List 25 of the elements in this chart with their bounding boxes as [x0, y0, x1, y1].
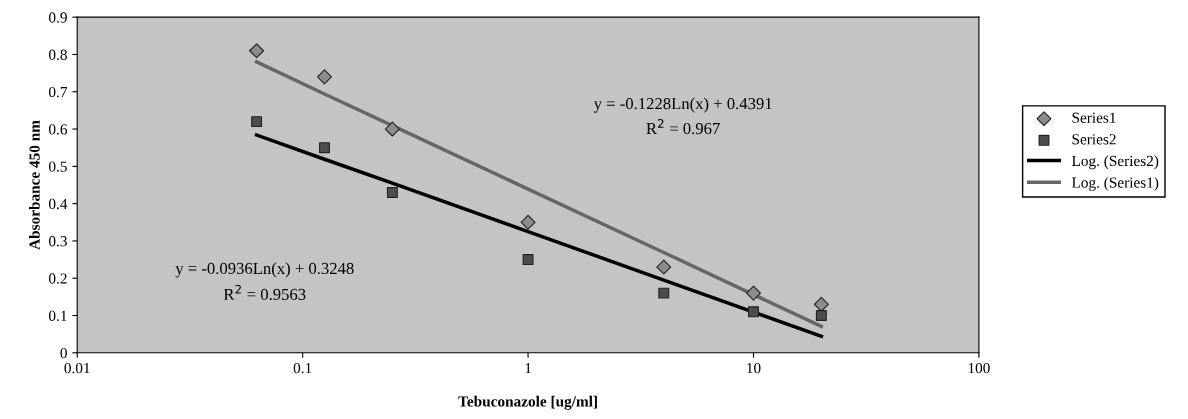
annotation: R$^{2}$ = 0.9563 [223, 284, 306, 301]
x-tick-label: 100 [968, 362, 990, 374]
y-tick-label: 0.7 [48, 86, 68, 98]
x-tick-label: 1 [525, 363, 531, 374]
y-tick-label: 0.3 [48, 236, 67, 247]
legend-label: Log. (Series2) [1071, 155, 1159, 170]
y-tick-label: 0.4 [48, 198, 68, 210]
x-axis-title: Tebuconazole [ug/ml] [458, 395, 597, 410]
y-tick-label: 0.2 [48, 273, 67, 284]
y-tick-label: 0.5 [48, 161, 67, 172]
annotation: R$^{2}$ = 0.967 [646, 118, 720, 135]
y-tick-label: 0.8 [48, 49, 67, 60]
y-tick-label: 0 [60, 347, 67, 359]
x-tick-label: 0.01 [64, 362, 90, 374]
y-axis-title: Absorbance 450 nm [28, 120, 40, 250]
legend-label: Log. (Series1) [1071, 176, 1159, 191]
legend-label: Series1 [1072, 112, 1116, 123]
y-tick-label: 0.6 [48, 124, 68, 135]
y-tick-label: 0.9 [48, 12, 67, 23]
y-tick-label: 0.1 [48, 310, 67, 322]
legend-label: Series2 [1072, 134, 1116, 145]
x-tick-label: 0.1 [293, 362, 312, 374]
annotation: y = -0.0936Ln(x) + 0.3248 [175, 262, 354, 278]
annotation: y = -0.1228Ln(x) + 0.4391 [593, 97, 772, 113]
x-tick-label: 10 [747, 362, 761, 374]
